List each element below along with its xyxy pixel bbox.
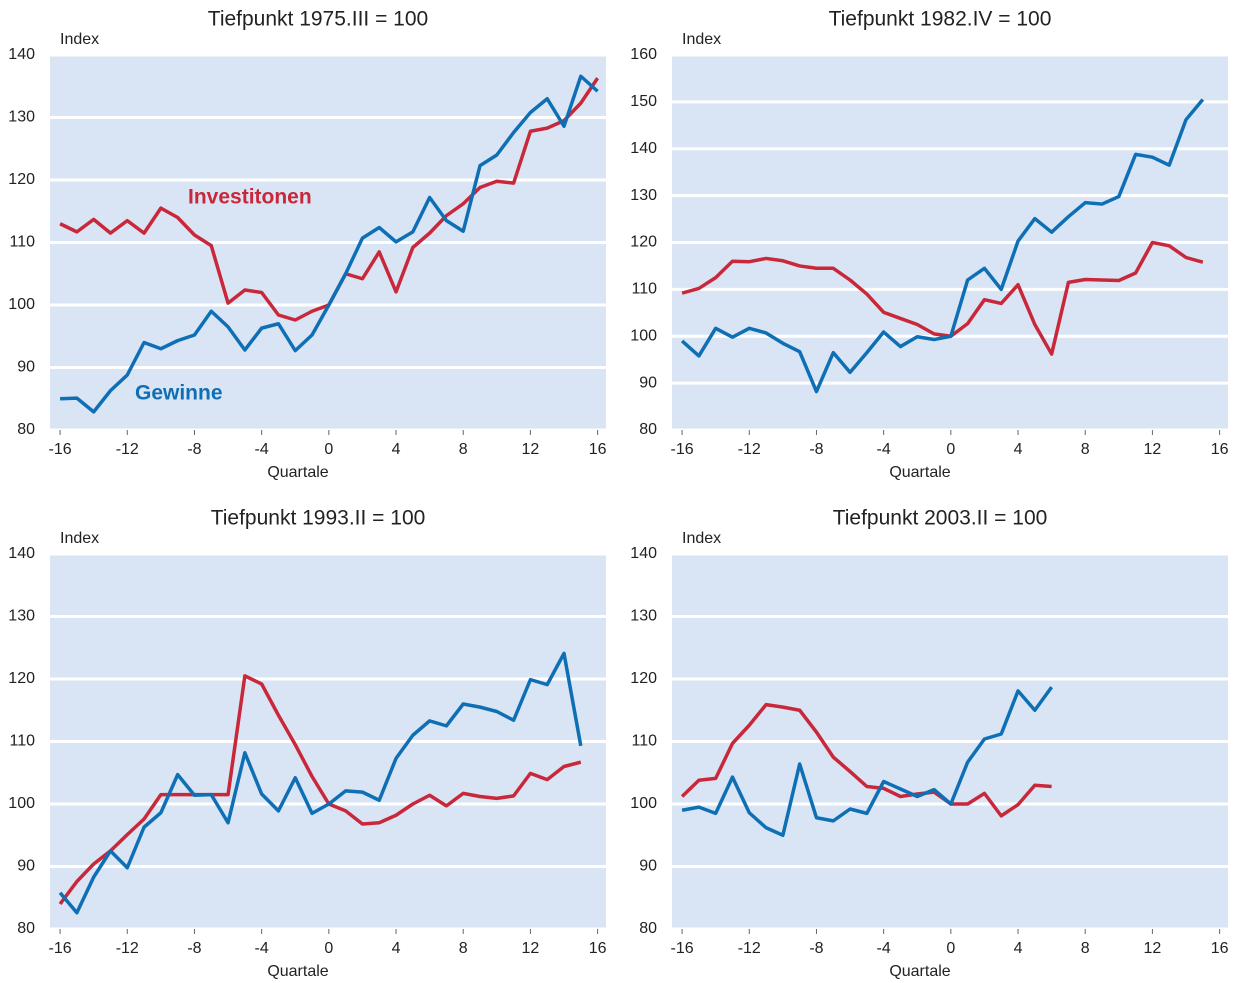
x-tick-label: 16 xyxy=(589,441,607,458)
y-tick-label: 140 xyxy=(8,46,35,63)
line-series xyxy=(58,651,583,915)
x-tick-label: 8 xyxy=(1081,441,1090,458)
x-tick-label: 4 xyxy=(1014,940,1023,957)
y-tick-label: 140 xyxy=(8,545,35,562)
x-tick-label: -16 xyxy=(49,441,72,458)
x-tick-label: -8 xyxy=(809,940,823,957)
series-label: Gewinne xyxy=(135,382,223,405)
x-tick-label: -4 xyxy=(877,441,891,458)
y-tick-label: 100 xyxy=(8,795,35,812)
y-tick-label: 80 xyxy=(639,920,657,937)
line-series xyxy=(680,702,1052,818)
x-tick-label: 12 xyxy=(522,940,540,957)
x-tick-label: -12 xyxy=(116,940,139,957)
y-axis-label: Index xyxy=(60,31,99,48)
x-tick-label: 4 xyxy=(392,441,401,458)
x-axis-label: Quartale xyxy=(889,963,950,980)
y-tick-label: 110 xyxy=(631,733,657,750)
y-tick-label: 110 xyxy=(631,281,657,298)
x-tick-label: 4 xyxy=(392,940,401,957)
chart-title: Tiefpunkt 2003.II = 100 xyxy=(833,507,1048,530)
y-tick-label: 90 xyxy=(17,858,35,875)
x-tick-label: -16 xyxy=(49,940,72,957)
y-tick-label: 90 xyxy=(639,374,657,391)
x-tick-label: -4 xyxy=(255,940,269,957)
y-tick-label: 130 xyxy=(8,109,35,126)
x-tick-label: 16 xyxy=(589,940,607,957)
x-tick-label: 0 xyxy=(324,940,333,957)
y-tick-label: 130 xyxy=(630,187,657,204)
line-series xyxy=(680,98,1205,394)
x-tick-label: 12 xyxy=(1144,441,1162,458)
y-tick-label: 110 xyxy=(9,234,35,251)
y-tick-label: 130 xyxy=(630,608,657,625)
line-series xyxy=(60,74,599,414)
y-tick-label: 140 xyxy=(630,140,657,157)
y-tick-label: 120 xyxy=(630,670,657,687)
y-tick-label: 90 xyxy=(17,359,35,376)
x-tick-label: 8 xyxy=(459,940,468,957)
y-axis-label: Index xyxy=(682,31,721,48)
y-tick-label: 80 xyxy=(17,421,35,438)
y-tick-label: 80 xyxy=(17,920,35,937)
x-axis-label: Quartale xyxy=(267,963,328,980)
y-tick-label: 110 xyxy=(9,733,35,750)
chart-title: Tiefpunkt 1975.III = 100 xyxy=(208,8,428,31)
line-series xyxy=(58,674,582,906)
y-axis-label: Index xyxy=(682,530,721,547)
y-tick-label: 150 xyxy=(630,93,657,110)
y-tick-label: 120 xyxy=(8,670,35,687)
x-tick-label: 16 xyxy=(1211,940,1229,957)
y-tick-label: 90 xyxy=(639,858,657,875)
line-series xyxy=(681,686,1054,837)
y-tick-label: 120 xyxy=(630,234,657,251)
x-tick-label: 4 xyxy=(1014,441,1023,458)
x-axis-label: Quartale xyxy=(267,464,328,481)
x-tick-label: 8 xyxy=(459,441,468,458)
chart-title: Tiefpunkt 1982.IV = 100 xyxy=(829,8,1052,31)
x-tick-label: -8 xyxy=(187,441,201,458)
x-tick-label: 0 xyxy=(946,940,955,957)
x-tick-label: 16 xyxy=(1211,441,1229,458)
y-axis-label: Index xyxy=(60,530,99,547)
x-tick-label: -12 xyxy=(116,441,139,458)
series-label: Investitonen xyxy=(188,186,312,209)
x-tick-label: 12 xyxy=(1144,940,1162,957)
x-tick-label: -4 xyxy=(255,441,269,458)
x-tick-label: -12 xyxy=(738,940,761,957)
x-tick-label: -4 xyxy=(877,940,891,957)
x-tick-label: 8 xyxy=(1081,940,1090,957)
x-tick-label: 0 xyxy=(946,441,955,458)
chart-title: Tiefpunkt 1993.II = 100 xyxy=(211,507,426,530)
x-tick-label: -16 xyxy=(671,441,694,458)
y-tick-label: 100 xyxy=(630,327,657,344)
y-tick-label: 160 xyxy=(630,46,657,63)
y-tick-label: 100 xyxy=(8,296,35,313)
x-tick-label: 12 xyxy=(522,441,540,458)
x-axis-label: Quartale xyxy=(889,464,950,481)
y-tick-label: 100 xyxy=(630,795,657,812)
y-tick-label: 140 xyxy=(630,545,657,562)
x-tick-label: 0 xyxy=(324,441,333,458)
x-tick-label: -12 xyxy=(738,441,761,458)
y-tick-label: 80 xyxy=(639,421,657,438)
x-tick-label: -16 xyxy=(671,940,694,957)
y-tick-label: 120 xyxy=(8,171,35,188)
x-tick-label: -8 xyxy=(809,441,823,458)
x-tick-label: -8 xyxy=(187,940,201,957)
line-series xyxy=(681,240,1204,356)
y-tick-label: 130 xyxy=(8,608,35,625)
